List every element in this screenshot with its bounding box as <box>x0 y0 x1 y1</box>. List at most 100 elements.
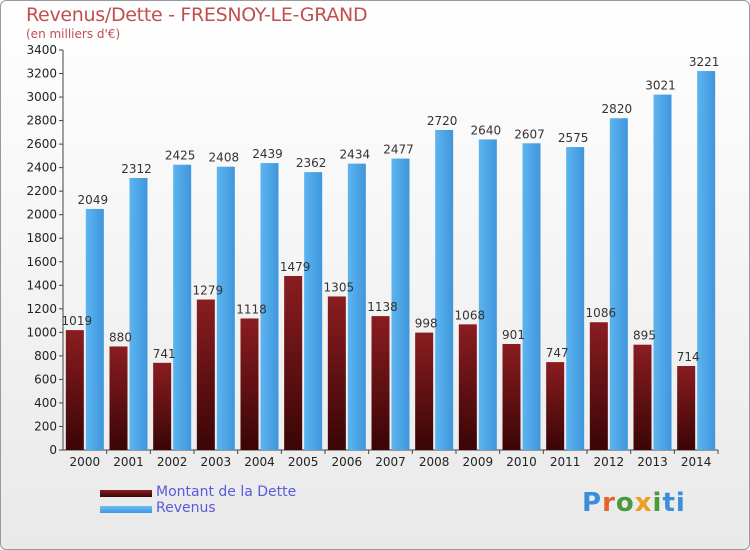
data-label-dette: 1279 <box>193 284 224 298</box>
bar-revenus <box>522 143 541 450</box>
x-tick-label: 2012 <box>594 455 625 469</box>
y-tick-label: 600 <box>34 372 57 386</box>
legend-swatch-dette <box>100 490 152 497</box>
x-tick-label: 2007 <box>375 455 406 469</box>
bar-revenus <box>566 147 585 450</box>
data-label-revenus: 3221 <box>689 55 720 69</box>
logo-letter: o <box>615 488 635 518</box>
logo-letter: P <box>582 488 603 518</box>
data-label-revenus: 2049 <box>78 193 109 207</box>
data-label-dette: 901 <box>502 328 525 342</box>
y-tick-label: 800 <box>34 349 57 363</box>
data-label-revenus: 2434 <box>340 148 371 162</box>
y-tick-label: 0 <box>49 443 57 457</box>
data-label-revenus: 2640 <box>471 123 502 137</box>
logo-letter: i <box>675 488 686 518</box>
y-tick-label: 2200 <box>26 184 57 198</box>
data-label-revenus: 2607 <box>514 127 545 141</box>
y-tick-label: 2600 <box>26 137 57 151</box>
y-tick-label: 3000 <box>26 90 57 104</box>
data-label-dette: 895 <box>633 329 656 343</box>
bar-revenus <box>129 178 148 450</box>
bar-revenus <box>304 172 323 450</box>
data-label-dette: 1479 <box>280 260 311 274</box>
data-label-dette: 747 <box>546 346 569 360</box>
logo-letter: r <box>602 488 616 518</box>
y-tick-label: 2800 <box>26 114 57 128</box>
y-tick-label: 200 <box>34 419 57 433</box>
x-tick-label: 2000 <box>70 455 101 469</box>
data-label-revenus: 2720 <box>427 114 458 128</box>
bar-dette <box>284 276 303 450</box>
data-label-revenus: 2439 <box>252 147 283 161</box>
bar-revenus <box>391 158 410 450</box>
bar-revenus <box>697 71 716 450</box>
x-tick-label: 2003 <box>201 455 232 469</box>
y-tick-label: 400 <box>34 396 57 410</box>
x-tick-label: 2002 <box>157 455 188 469</box>
bar-revenus <box>435 130 454 450</box>
legend-label-revenus: Revenus <box>156 500 216 516</box>
y-tick-label: 1800 <box>26 231 57 245</box>
data-label-revenus: 3021 <box>645 79 676 93</box>
y-tick-label: 2400 <box>26 161 57 175</box>
bar-dette <box>196 299 215 450</box>
y-tick-label: 1600 <box>26 255 57 269</box>
data-label-dette: 1138 <box>367 300 398 314</box>
bar-dette <box>633 344 652 450</box>
bar-dette <box>677 366 696 450</box>
legend-swatch-revenus <box>100 506 152 513</box>
bar-dette <box>371 316 390 450</box>
data-label-revenus: 2820 <box>602 102 633 116</box>
y-tick-label: 1000 <box>26 325 57 339</box>
data-label-dette: 1086 <box>586 306 617 320</box>
bar-revenus <box>347 163 366 450</box>
bar-revenus <box>173 164 192 451</box>
bar-dette <box>240 318 259 450</box>
bar-revenus <box>609 118 628 450</box>
bar-dette <box>415 332 434 450</box>
x-tick-label: 2001 <box>113 455 144 469</box>
x-tick-label: 2014 <box>681 455 712 469</box>
x-tick-label: 2010 <box>506 455 537 469</box>
data-label-revenus: 2362 <box>296 156 327 170</box>
data-label-dette: 1019 <box>62 314 93 328</box>
proxiti-logo: Proxiti <box>582 488 686 518</box>
logo-letter: x <box>634 488 653 518</box>
chart-subtitle: (en milliers d'€) <box>26 27 121 41</box>
bar-dette <box>546 362 565 450</box>
y-tick-label: 2000 <box>26 208 57 222</box>
bar-dette <box>109 346 128 450</box>
bar-revenus <box>653 94 672 451</box>
bar-revenus <box>478 139 497 451</box>
data-label-dette: 1118 <box>236 302 267 316</box>
data-label-dette: 1068 <box>455 308 486 322</box>
data-label-dette: 880 <box>109 330 132 344</box>
logo-letter: i <box>652 488 663 518</box>
legend-label-dette: Montant de la Dette <box>156 484 297 500</box>
y-tick-label: 1400 <box>26 278 57 292</box>
y-tick-label: 3200 <box>26 67 57 81</box>
bar-dette <box>153 362 172 450</box>
data-label-dette: 741 <box>153 347 176 361</box>
y-tick-label: 1200 <box>26 302 57 316</box>
x-tick-label: 2004 <box>244 455 275 469</box>
x-tick-label: 2009 <box>463 455 494 469</box>
bar-dette <box>65 330 84 450</box>
bar-revenus <box>260 163 279 450</box>
data-label-revenus: 2408 <box>209 151 240 165</box>
x-tick-label: 2005 <box>288 455 319 469</box>
x-tick-label: 2011 <box>550 455 581 469</box>
x-tick-label: 2006 <box>332 455 363 469</box>
data-label-revenus: 2425 <box>165 149 196 163</box>
bar-dette <box>589 322 608 450</box>
x-tick-label: 2013 <box>637 455 668 469</box>
bar-dette <box>502 344 521 450</box>
bar-dette <box>327 296 346 450</box>
data-label-dette: 714 <box>677 350 700 364</box>
bar-revenus <box>216 166 235 451</box>
data-label-revenus: 2575 <box>558 131 589 145</box>
data-label-revenus: 2312 <box>121 162 152 176</box>
chart-title: Revenus/Dette - FRESNOY-LE-GRAND <box>26 4 368 26</box>
